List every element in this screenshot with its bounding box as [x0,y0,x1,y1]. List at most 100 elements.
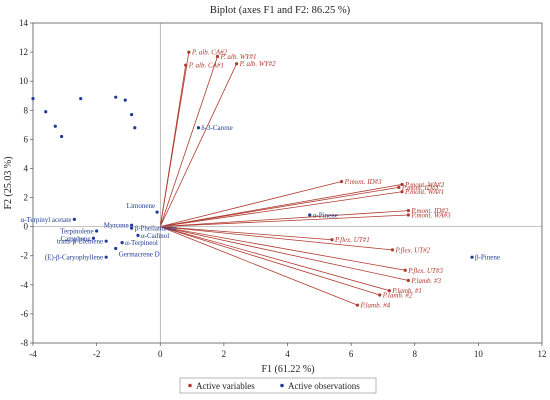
vector-tip-p-flex-ut-2 [390,248,395,252]
observation-point [120,241,124,245]
observation-label: β-Pinene [475,254,500,262]
observation-label: Terpinolene [60,228,93,236]
vector-p-lamb-1 [160,226,390,292]
variable-vectors: P. alb. CA#2 P. alb. CA#1P. alb. WY#1P. a… [159,49,451,310]
x-tick-label: -4 [29,349,37,359]
vector-tip-p-mont-wa-3 [406,213,410,217]
y-tick-label: 8 [24,105,29,115]
variable-label: P.flex. UT#2 [394,246,430,254]
vector-p-flex-ut-3 [160,226,406,271]
vector-tip-p-lamb-1 [387,289,391,293]
observation-point [470,255,474,259]
variable-label: P.mont. ID#3 [344,178,383,186]
y-tick-label: 14 [19,18,29,28]
x-tick-label: 10 [474,349,484,359]
variable-label: P.mont. ID#1 [401,184,439,192]
observation-points: δ-3-Carene α-Pinene β-Pinene Limonene α-Terp… [21,95,500,262]
vector-p-mont-id-2 [160,210,409,228]
x-tick-label: 4 [285,349,290,359]
x-axis-label: F1 (61.22 %) [261,364,314,375]
observation-point [91,236,96,240]
observation-point [114,246,118,251]
vector-p-lamb-2 [160,226,380,296]
variable-label: P.lamb. #3 [410,277,441,285]
vector-p-flex-ut-2 [160,226,393,251]
variable-label: P.mont. WA#3 [410,212,451,220]
observation-point [95,229,99,233]
observation-point [31,97,35,101]
observation-label: β-Phellandrene [135,225,177,233]
y-tick-label: 2 [24,193,29,203]
observation-label: Myrcene [104,222,129,230]
legend: Active variables Active observations [179,377,377,394]
x-tick-label: 0 [158,349,163,359]
y-tick-label: 6 [24,134,29,144]
vector-p-alb-wy-2 [159,63,237,227]
variable-label: P. alb. WY#1 [220,53,257,61]
observation-label: α-Terpinyl acetate [21,216,72,224]
vector-tip-p-flex-ut-3 [403,268,407,272]
y-tick-label: -6 [21,309,29,319]
variable-label: P.flex. UT#1 [334,236,370,244]
vector-p-lamb-4 [160,226,358,306]
variable-label: P.lamb. #4 [359,302,390,310]
vector-tip-p-alb-ca-2 [187,50,191,54]
vector-tip-p-mont-id-3 [339,179,344,184]
observation-point [155,210,159,214]
variable-label: P. alb. CA#1 [188,62,224,70]
variable-label: P.mont. WA#2 [404,181,445,189]
vector-p-mont-wa-3 [160,214,409,228]
vector-tip-p-lamb-2 [378,293,382,297]
plot-frame [32,22,543,344]
legend-label-observations: Active observations [288,381,360,391]
observation-label: δ-3-Carene [201,124,232,132]
observation-label: α-Pinene [313,212,338,220]
x-tick-label: 6 [349,349,354,359]
observation-point [104,239,108,243]
variable-label: P.lamb. #2 [382,292,413,300]
variable-label: P.lamb. #1 [391,287,422,295]
observation-point [308,213,312,217]
vector-p-alb-ca-1 [159,65,187,227]
observation-point [104,255,108,259]
y-tick-label: -2 [21,251,29,261]
vector-tip-p-mont-id-2 [406,209,410,213]
observation-point [136,233,140,237]
y-tick-label: 10 [19,76,29,86]
legend-box [179,377,377,394]
observation-point [130,223,134,227]
observation-point [44,110,48,114]
chart-title: Biplot (axes F1 and F2: 86.25 %) [210,5,351,16]
x-tick-label: -2 [93,349,101,359]
y-tick-label: 12 [19,47,28,57]
legend-marker-observations [280,383,284,388]
vector-tip-p-lamb-4 [355,303,360,307]
variable-label: P.mont. WA#1 [404,188,444,196]
legend-marker-variables [188,383,192,388]
vector-p-mont-wa-1 [160,191,403,228]
vector-tip-p-lamb-3 [406,278,410,283]
observation-point [123,98,127,102]
observation-point [130,113,134,117]
observation-point [130,226,134,230]
y-tick-label: 0 [24,222,29,232]
vector-p-alb-wy-1 [159,56,218,227]
vector-tip-p-flex-ut-1 [330,238,334,242]
variable-label: P.mont. ID#2 [410,207,449,215]
axis-ticks: -4 -2 0 2 4 6 8 10 12 -8 -6 -4 -2 0 2 4 6 8 10 12 14 [19,18,547,359]
vector-tip-p-alb-wy-1 [215,54,220,59]
vector-p-mont-id-3 [160,181,342,228]
observation-label: α-Terpineol [125,239,158,247]
observation-point [114,95,118,99]
vector-tip-p-mont-id-1 [397,185,401,189]
y-axis-label: F2 (25.03 %) [3,156,14,209]
variable-label: P. alb. CA#2 [191,49,228,57]
observation-label: trans-β-Elemene [57,238,103,246]
x-tick-label: 8 [413,349,418,359]
observation-point [133,126,137,130]
x-tick-label: 2 [222,349,227,359]
variable-label: P. alb. WY#2 [239,60,277,68]
vector-p-lamb-3 [160,226,409,281]
observation-point [53,124,57,128]
